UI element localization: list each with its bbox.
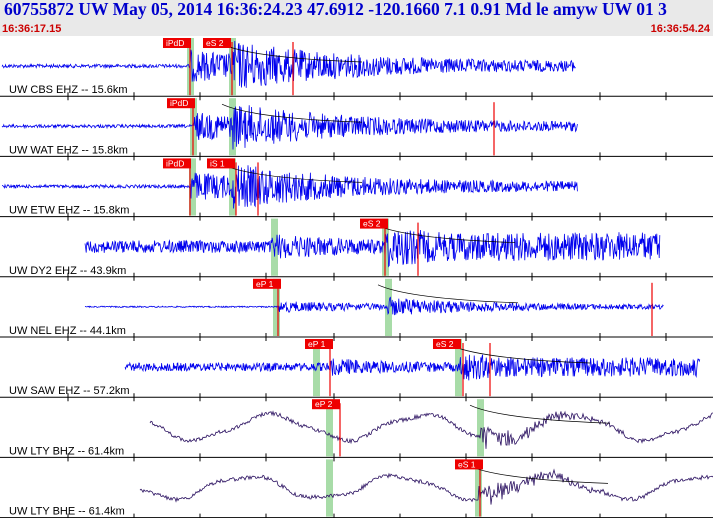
trace-row[interactable]: eS 1 UW LTY BHE -- 61.4km (0, 459, 713, 518)
pick-text: iS 1 (210, 158, 225, 168)
phase-window (326, 399, 333, 457)
pick-text: eS 1 (458, 459, 476, 469)
pick-text: eP 1 (256, 279, 274, 289)
waveform (1, 165, 578, 209)
pick-label-box[interactable]: eP 1 (305, 339, 333, 349)
pick-box (455, 459, 483, 470)
coda-curve (469, 404, 611, 424)
station-label: UW SAW EHZ -- 57.2km (9, 385, 130, 397)
pick-label-box[interactable]: iPdD (163, 158, 191, 169)
coda-curve (221, 164, 363, 183)
seismogram-plot[interactable]: iPdD eS 2 UW CBS EHZ -- 15.6km iPdD UW WAT E… (0, 36, 713, 518)
station-label: UW CBS EHZ -- 15.6km (9, 84, 128, 96)
header-bar: 60755872 UW May 05, 2014 16:36:24.23 47.… (0, 0, 713, 36)
pick-box (253, 278, 281, 289)
waveform (84, 296, 664, 316)
station-label: UW WAT EHZ -- 15.8km (9, 144, 128, 156)
pick-text: iPdD (166, 38, 184, 48)
station-label: UW DY2 EHZ -- 43.9km (9, 265, 126, 277)
waveform (1, 105, 578, 150)
pick-text: eS 2 (206, 38, 224, 48)
pick-text: eP 2 (315, 399, 333, 409)
station-label: UW LTY BHZ -- 61.4km (9, 445, 124, 457)
trace-row[interactable]: eP 1 UW NEL EHZ -- 44.1km (0, 278, 713, 341)
pick-text: eP 1 (308, 339, 326, 349)
waveform (124, 354, 701, 381)
pick-label-box[interactable]: iPdD (167, 98, 195, 109)
pick-text: iPdD (170, 98, 188, 108)
pick-label-box[interactable]: eP 2 (312, 399, 340, 410)
pick-label-box[interactable]: eS 2 (433, 339, 461, 349)
pick-box (207, 158, 235, 169)
coda-curve (221, 103, 363, 123)
trace-row[interactable]: eP 2 UW LTY BHZ -- 61.4km (0, 399, 713, 462)
station-label: UW ETW EHZ -- 15.8km (9, 205, 129, 217)
phase-window (477, 399, 484, 457)
pick-box (203, 38, 231, 48)
waveform (139, 468, 713, 505)
station-label: UW NEL EHZ -- 44.1km (9, 325, 126, 337)
phase-window (189, 158, 196, 216)
pick-box (305, 339, 333, 349)
trace-row[interactable]: iPdD eS 2 UW CBS EHZ -- 15.6km (0, 38, 713, 101)
pick-box (433, 339, 461, 349)
pick-text: iPdD (166, 158, 184, 168)
waveform (1, 40, 576, 88)
phase-window (455, 339, 462, 397)
end-time: 16:36:54.24 (650, 23, 710, 35)
trace-row[interactable]: iPdD iS 1 UW ETW EHZ -- 15.8km (0, 158, 713, 221)
pick-text: eS 2 (436, 339, 454, 349)
pick-label-box[interactable]: eS 2 (203, 38, 231, 48)
waveform (149, 410, 713, 449)
event-title: 60755872 UW May 05, 2014 16:36:24.23 47.… (4, 0, 667, 19)
pick-text: eS 2 (363, 219, 381, 229)
trace-row[interactable]: eS 2 UW DY2 EHZ -- 43.9km (0, 218, 713, 281)
coda-curve (377, 284, 519, 304)
phase-window (326, 459, 333, 517)
station-label: UW LTY BHE -- 61.4km (9, 506, 125, 518)
trace-row[interactable]: eP 1 eS 2 UW SAW EHZ -- 57.2km (0, 339, 713, 402)
start-time: 16:36:17.15 (2, 23, 62, 35)
pick-box (312, 399, 340, 410)
pick-label-box[interactable]: eS 2 (360, 218, 388, 229)
pick-label-box[interactable]: eS 1 (455, 459, 483, 470)
trace-row[interactable]: iPdD UW WAT EHZ -- 15.8km (0, 98, 713, 161)
pick-label-box[interactable]: iS 1 (207, 158, 235, 169)
pick-box (163, 158, 191, 169)
waveform (84, 229, 661, 268)
pick-label-box[interactable]: eP 1 (253, 278, 281, 289)
phase-window (271, 218, 278, 276)
pick-box (360, 218, 388, 229)
pick-label-box[interactable]: iPdD (163, 38, 191, 48)
pick-box (163, 38, 191, 48)
pick-box (167, 98, 195, 109)
